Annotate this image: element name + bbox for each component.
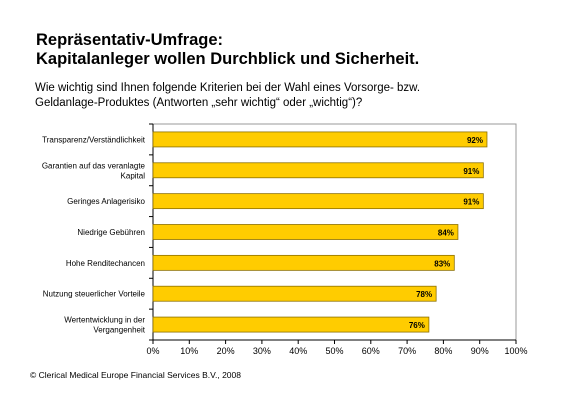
data-label: 76% <box>409 321 425 330</box>
x-tick-label: 90% <box>471 346 489 356</box>
category-label: Transparenz/Verständlichkeit <box>42 135 146 144</box>
category-label: Hohe Renditechancen <box>66 259 145 268</box>
category-label: Geringes Anlagerisiko <box>67 197 145 206</box>
x-tick-label: 40% <box>289 346 307 356</box>
x-tick-label: 20% <box>217 346 235 356</box>
x-tick-label: 30% <box>253 346 271 356</box>
survey-question: Wie wichtig sind Ihnen folgende Kriterie… <box>35 81 565 111</box>
category-label-line: Transparenz/Verständlichkeit <box>42 135 146 144</box>
data-label: 91% <box>463 167 479 176</box>
category-label-line: Garantien auf das veranlagte <box>42 161 146 170</box>
bar <box>152 254 455 271</box>
category-label: Nutzung steuerlicher Vorteile <box>43 290 146 299</box>
category-label-line: Geringes Anlagerisiko <box>67 197 145 206</box>
category-label: Niedrige Gebühren <box>77 228 145 237</box>
bar <box>152 224 459 240</box>
question-line-2: Geldanlage-Produktes (Antworten „sehr wi… <box>35 97 363 109</box>
data-label: 78% <box>416 290 432 299</box>
copyright-note: © Clerical Medical Europe Financial Serv… <box>30 370 241 380</box>
x-tick-label: 80% <box>434 346 452 356</box>
category-label-line: Kapital <box>121 171 146 180</box>
bar <box>152 285 437 302</box>
x-tick-label: 10% <box>180 346 198 356</box>
x-tick-label: 70% <box>398 346 416 356</box>
data-label: 83% <box>434 259 450 268</box>
category-label-line: Hohe Renditechancen <box>66 259 145 268</box>
bar <box>152 316 430 333</box>
category-label: Wertentwicklung in der Vergangenheit <box>64 316 146 335</box>
category-label-line: Vergangenheit <box>93 326 145 335</box>
chart-title: Repräsentativ-Umfrage: Kapitalanleger wo… <box>36 31 556 69</box>
data-label: 84% <box>438 229 454 238</box>
bar <box>152 131 488 148</box>
category-label-line: Nutzung steuerlicher Vorteile <box>43 290 146 299</box>
bar <box>152 193 484 210</box>
question-line-1: Wie wichtig sind Ihnen folgende Kriterie… <box>35 82 421 94</box>
category-label: Garantien auf das veranlagte Kapital <box>42 161 146 180</box>
category-label-line: Wertentwicklung in der <box>64 316 145 325</box>
data-label: 91% <box>463 198 479 207</box>
x-tick-label: 60% <box>362 346 380 356</box>
category-label-line: Niedrige Gebühren <box>77 228 145 237</box>
bar <box>152 162 484 179</box>
x-tick-label: 0% <box>146 346 159 356</box>
title-line-1: Repräsentativ-Umfrage: <box>36 31 224 49</box>
data-label: 92% <box>467 136 483 145</box>
title-line-2: Kapitalanleger wollen Durchblick und Sic… <box>36 50 420 68</box>
x-tick-label: 50% <box>325 346 343 356</box>
x-tick-label: 100% <box>504 346 527 356</box>
